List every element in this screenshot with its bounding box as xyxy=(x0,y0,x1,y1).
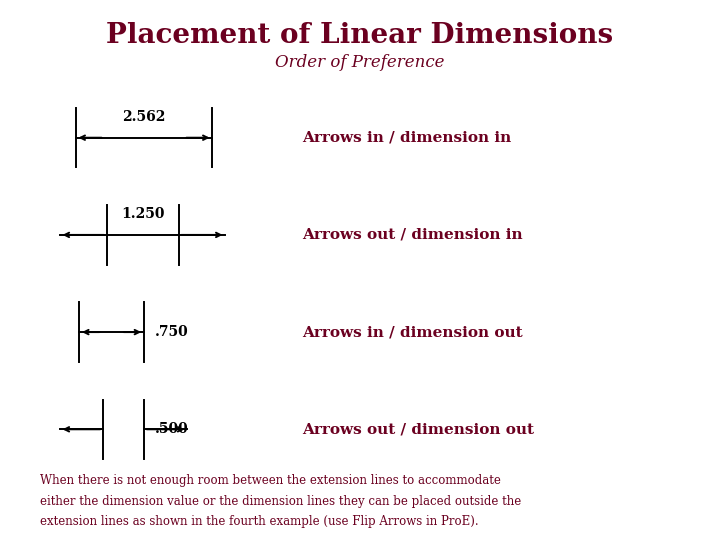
Text: either the dimension value or the dimension lines they can be placed outside the: either the dimension value or the dimens… xyxy=(40,495,521,508)
Text: Arrows out / dimension in: Arrows out / dimension in xyxy=(302,228,523,242)
Text: 2.562: 2.562 xyxy=(122,110,166,124)
Text: Arrows in / dimension in: Arrows in / dimension in xyxy=(302,131,512,145)
Text: extension lines as shown in the fourth example (use Flip Arrows in ProE).: extension lines as shown in the fourth e… xyxy=(40,515,478,528)
Text: Arrows in / dimension out: Arrows in / dimension out xyxy=(302,325,523,339)
Text: .500: .500 xyxy=(155,422,189,436)
Text: When there is not enough room between the extension lines to accommodate: When there is not enough room between th… xyxy=(40,474,500,487)
Text: Arrows out / dimension out: Arrows out / dimension out xyxy=(302,422,534,436)
Text: Order of Preference: Order of Preference xyxy=(275,53,445,71)
Text: 1.250: 1.250 xyxy=(121,207,164,221)
Text: .750: .750 xyxy=(155,325,189,339)
Text: Placement of Linear Dimensions: Placement of Linear Dimensions xyxy=(107,22,613,49)
